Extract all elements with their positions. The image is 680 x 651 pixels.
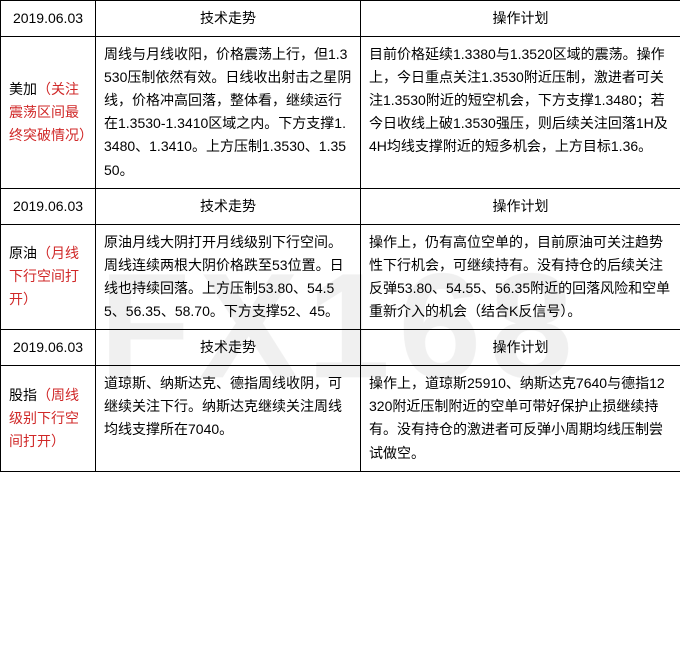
plan-cell: 操作上，仍有高位空单的，目前原油可关注趋势性下行机会，可继续持有。没有持仓的后续… [361,224,680,329]
instrument-name: 原油 [9,245,37,261]
table-header-row: 2019.06.03 技术走势 操作计划 [1,1,680,37]
date-cell: 2019.06.03 [1,330,96,366]
trend-cell: 原油月线大阴打开月线级别下行空间。周线连续两根大阴价格跌至53位置。日线也持续回… [96,224,361,329]
date-cell: 2019.06.03 [1,188,96,224]
market-table: 2019.06.03 技术走势 操作计划 美加（关注震荡区间最终突破情况） 周线… [0,0,680,472]
col-header-plan: 操作计划 [361,330,680,366]
trend-cell: 道琼斯、纳斯达克、德指周线收阴，可继续关注下行。纳斯达克继续关注周线均线支撑所在… [96,366,361,471]
col-header-trend: 技术走势 [96,1,361,37]
instrument-label-cell: 美加（关注震荡区间最终突破情况） [1,37,96,189]
date-cell: 2019.06.03 [1,1,96,37]
instrument-name: 股指 [9,387,37,403]
col-header-plan: 操作计划 [361,188,680,224]
instrument-label-cell: 原油（月线下行空间打开） [1,224,96,329]
table-row: 股指（周线级别下行空间打开） 道琼斯、纳斯达克、德指周线收阴，可继续关注下行。纳… [1,366,680,471]
instrument-label-cell: 股指（周线级别下行空间打开） [1,366,96,471]
plan-cell: 目前价格延续1.3380与1.3520区域的震荡。操作上，今日重点关注1.353… [361,37,680,189]
table-row: 原油（月线下行空间打开） 原油月线大阴打开月线级别下行空间。周线连续两根大阴价格… [1,224,680,329]
col-header-trend: 技术走势 [96,188,361,224]
instrument-name: 美加 [9,81,37,97]
plan-cell: 操作上，道琼斯25910、纳斯达克7640与德指12320附近压制附近的空单可带… [361,366,680,471]
col-header-trend: 技术走势 [96,330,361,366]
table-header-row: 2019.06.03 技术走势 操作计划 [1,330,680,366]
table-row: 美加（关注震荡区间最终突破情况） 周线与月线收阳，价格震荡上行，但1.3530压… [1,37,680,189]
trend-cell: 周线与月线收阳，价格震荡上行，但1.3530压制依然有效。日线收出射击之星阴线，… [96,37,361,189]
table-header-row: 2019.06.03 技术走势 操作计划 [1,188,680,224]
col-header-plan: 操作计划 [361,1,680,37]
